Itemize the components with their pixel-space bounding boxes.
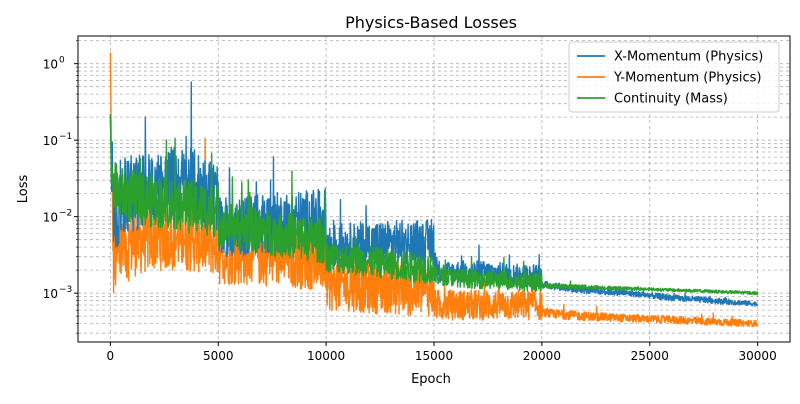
legend-box bbox=[568, 41, 780, 113]
series-line-2 bbox=[109, 113, 759, 296]
series-line-1 bbox=[109, 52, 759, 328]
x-tick-label: 25000 bbox=[631, 349, 669, 363]
x-axis-label: Epoch bbox=[411, 372, 451, 387]
x-axis-ticks: 0 5000 10000 15000 20000 25000 30000 bbox=[107, 342, 777, 363]
x-tick-label: 15000 bbox=[415, 349, 453, 363]
y-tick-label: 10 bbox=[43, 211, 58, 225]
y-tick-label: 10 bbox=[43, 134, 58, 148]
y-tick-label-exponent: −1 bbox=[59, 132, 72, 142]
legend-label-y-momentum: Y-Momentum (Physics) bbox=[613, 71, 762, 86]
y-tick-label-exponent: −3 bbox=[59, 285, 72, 295]
y-axis-label: Loss bbox=[16, 175, 31, 204]
chart-title: Physics-Based Losses bbox=[345, 13, 517, 32]
y-tick-label-exponent: −2 bbox=[59, 209, 72, 219]
x-tick-label: 0 bbox=[107, 349, 115, 363]
y-tick-label: 10 bbox=[43, 287, 58, 301]
series-layer bbox=[109, 52, 759, 328]
y-tick-label: 10 bbox=[43, 58, 58, 72]
x-tick-label: 5000 bbox=[203, 349, 234, 363]
legend: X-Momentum (Physics) Y-Momentum (Physics… bbox=[568, 41, 780, 113]
x-tick-label: 10000 bbox=[307, 349, 345, 363]
x-tick-label: 20000 bbox=[523, 349, 561, 363]
y-tick-label-exponent: 0 bbox=[59, 56, 65, 66]
x-tick-label: 30000 bbox=[739, 349, 777, 363]
legend-label-x-momentum: X-Momentum (Physics) bbox=[614, 50, 763, 65]
legend-label-continuity: Continuity (Mass) bbox=[614, 92, 728, 107]
